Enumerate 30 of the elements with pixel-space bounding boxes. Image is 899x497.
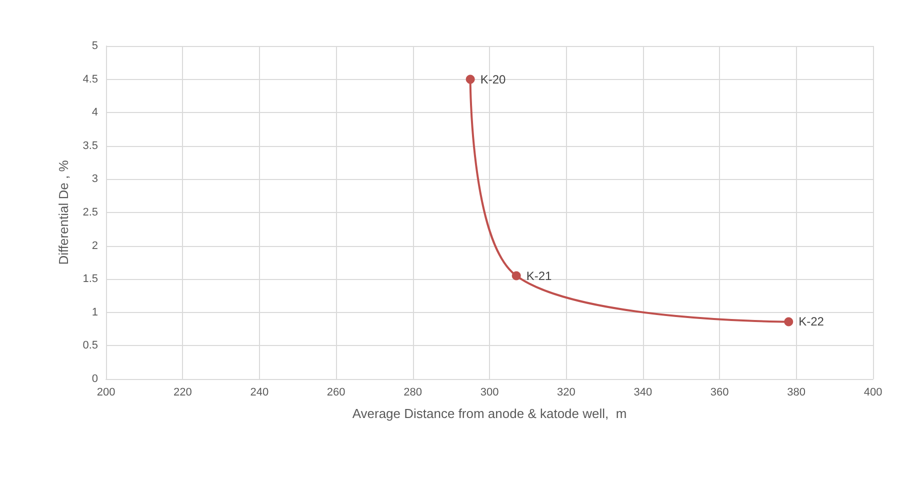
x-tick-label: 380 bbox=[787, 386, 806, 398]
point bbox=[512, 271, 521, 280]
y-tick-label: 4.5 bbox=[82, 73, 98, 86]
x-tick-label: 360 bbox=[710, 386, 729, 398]
x-tick-label: 400 bbox=[864, 386, 882, 398]
x-axis-title: Average Distance from anode & katode well, m bbox=[352, 406, 627, 421]
x-tick-label: 260 bbox=[326, 386, 346, 398]
y-tick-label: 3 bbox=[92, 173, 98, 186]
annotation: K-21 bbox=[526, 268, 552, 283]
point bbox=[466, 74, 475, 84]
annotation: K-22 bbox=[798, 314, 824, 329]
annotation: K-20 bbox=[480, 72, 506, 86]
y-tick-label: 5 bbox=[92, 40, 98, 52]
point bbox=[784, 317, 794, 326]
y-tick-label: 2 bbox=[92, 240, 98, 252]
y-tick-label: 4 bbox=[92, 106, 98, 119]
x-tick-label: 320 bbox=[557, 386, 576, 398]
x-tick-label: 240 bbox=[250, 386, 269, 398]
y-tick-label: 3.5 bbox=[82, 140, 98, 152]
x-tick-label: 220 bbox=[174, 386, 192, 398]
y-axis-title: Differential De , % bbox=[56, 160, 71, 265]
y-tick-label: 2.5 bbox=[82, 206, 98, 218]
x-tick-label: 280 bbox=[404, 386, 422, 398]
y-tick-label: 1.5 bbox=[82, 273, 98, 286]
x-tick-label: 340 bbox=[634, 386, 652, 398]
y-tick-label: 0 bbox=[92, 373, 98, 385]
x-tick-label: 300 bbox=[480, 386, 499, 398]
x-tick-label: 200 bbox=[96, 386, 116, 398]
y-tick-label: 1 bbox=[92, 306, 98, 318]
y-tick-label: 0.5 bbox=[82, 340, 98, 352]
